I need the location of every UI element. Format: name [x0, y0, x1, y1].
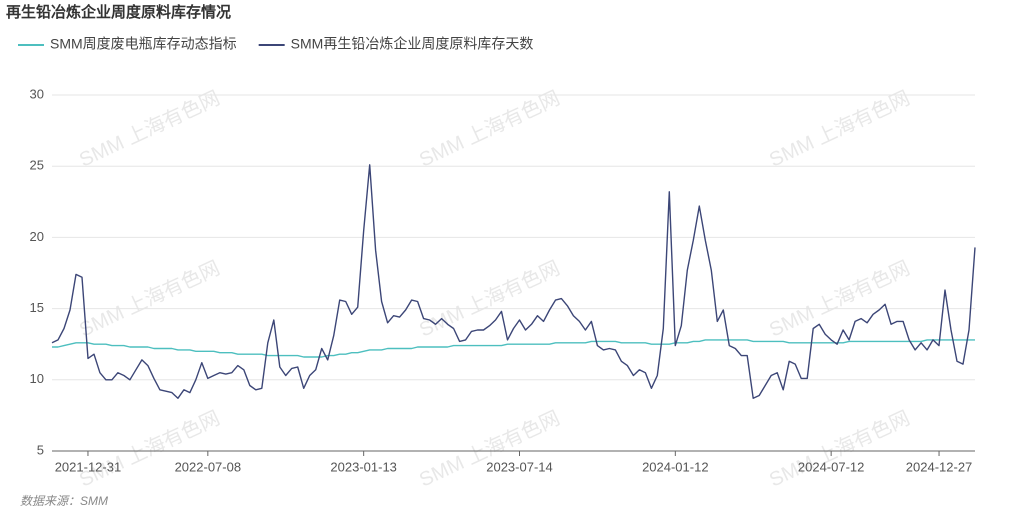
- y-tick-label: 25: [30, 158, 44, 173]
- y-tick-label: 30: [30, 86, 44, 101]
- x-tick-label: 2024-12-27: [906, 459, 973, 474]
- x-tick-label: 2021-12-31: [55, 459, 122, 474]
- legend-label: SMM再生铅冶炼企业周度原料库存天数: [291, 36, 534, 52]
- watermark: SMM 上海有色网: [76, 86, 224, 171]
- watermark: SMM 上海有色网: [766, 256, 914, 341]
- y-tick-label: 20: [30, 229, 44, 244]
- legend-label: SMM周度废电瓶库存动态指标: [50, 36, 237, 52]
- y-tick-label: 5: [37, 442, 44, 457]
- x-tick-label: 2024-01-12: [642, 459, 709, 474]
- watermark: SMM 上海有色网: [416, 406, 564, 491]
- watermark: SMM 上海有色网: [76, 256, 224, 341]
- x-tick-label: 2023-01-13: [330, 459, 397, 474]
- series-line: [52, 339, 975, 358]
- source-note: 数据来源：SMM: [20, 494, 108, 508]
- series-line: [51, 164, 976, 399]
- watermark: SMM 上海有色网: [766, 86, 914, 171]
- watermark: SMM 上海有色网: [766, 406, 914, 491]
- y-tick-label: 15: [30, 300, 44, 315]
- x-tick-label: 2023-07-14: [486, 459, 553, 474]
- watermark: SMM 上海有色网: [76, 406, 224, 491]
- x-tick-label: 2022-07-08: [175, 459, 242, 474]
- chart-title: 再生铅冶炼企业周度原料库存情况: [6, 3, 231, 21]
- x-tick-label: 2024-07-12: [798, 459, 865, 474]
- watermark: SMM 上海有色网: [416, 86, 564, 171]
- y-tick-label: 10: [30, 371, 44, 386]
- watermark: SMM 上海有色网: [416, 256, 564, 341]
